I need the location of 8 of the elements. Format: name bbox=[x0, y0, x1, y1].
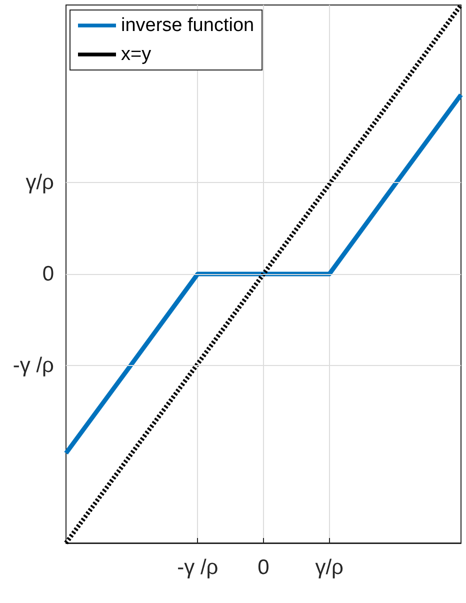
ref-line-label: -γ /ρ bbox=[12, 354, 54, 377]
x-tick-label: -γ /ρ bbox=[177, 556, 218, 579]
ref-line-label: γ/ρ bbox=[26, 171, 54, 194]
x-tick-label: 0 bbox=[258, 556, 270, 579]
legend-label: inverse function bbox=[121, 15, 254, 36]
legend-label: x=y bbox=[121, 44, 152, 65]
ref-line-label: 0 bbox=[42, 262, 54, 286]
x-tick-label: γ/ρ bbox=[315, 556, 344, 579]
